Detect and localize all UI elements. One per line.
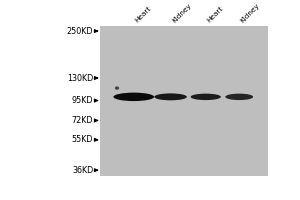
FancyBboxPatch shape [100,26,268,176]
Text: 95KD: 95KD [72,96,93,105]
Text: 130KD: 130KD [67,74,93,83]
Text: 36KD: 36KD [72,166,93,175]
Text: 250KD: 250KD [67,27,93,36]
Text: Heart: Heart [206,5,224,24]
Text: 55KD: 55KD [72,135,93,144]
Text: Heart: Heart [134,5,152,24]
Text: 72KD: 72KD [72,116,93,125]
Text: Kidney: Kidney [171,2,192,24]
Ellipse shape [225,94,253,100]
Ellipse shape [154,93,187,100]
Text: Kidney: Kidney [239,2,261,24]
Ellipse shape [113,93,154,101]
Ellipse shape [115,86,119,90]
Ellipse shape [190,94,221,100]
